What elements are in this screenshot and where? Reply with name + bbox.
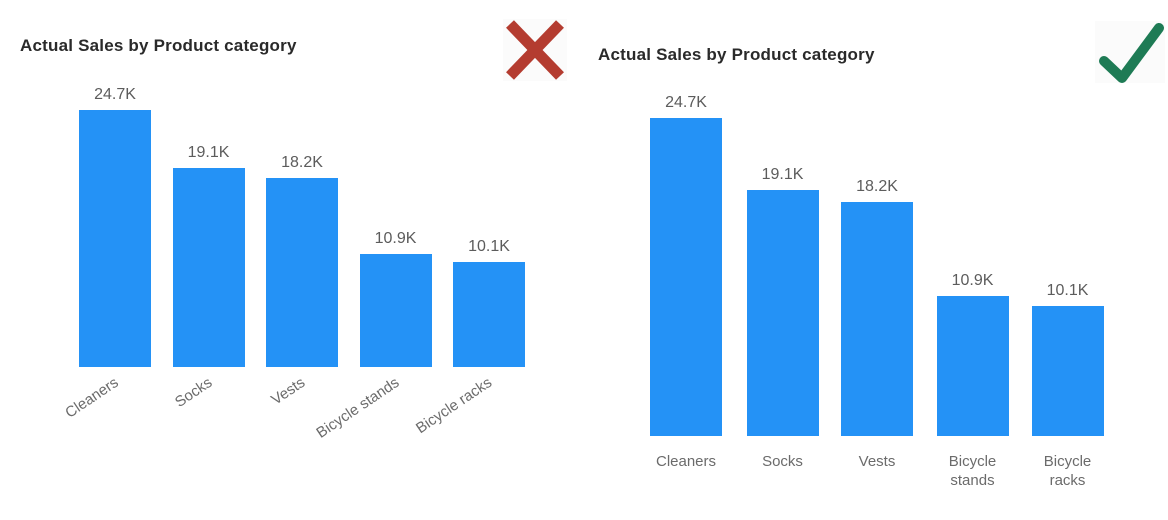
bar-socks (172, 168, 245, 367)
data-label-bicycle-racks: 10.1K (1046, 281, 1089, 299)
bar-bicycle-racks (453, 261, 525, 367)
data-label-vests: 18.2K (281, 153, 323, 171)
bad-example-chart: Actual Sales by Product category 24.7K Cl… (20, 20, 564, 442)
bar-vests (841, 201, 913, 436)
axis-label-bicycle-stands: Bicycle stands (313, 374, 403, 442)
axis-label-socks: Socks (762, 453, 803, 470)
axis-label-bicycle-racks: Bicycle racks (413, 374, 496, 438)
bar-socks (746, 190, 819, 436)
plot-area: 24.7K Cleaners 19.1K Socks 18.2K Vests 10.9K Bi… (62, 86, 525, 442)
data-label-bicycle-stands: 10.9K (951, 271, 994, 289)
data-label-bicycle-stands: 10.9K (374, 229, 417, 247)
bar-bicycle-racks (1031, 305, 1104, 436)
bar-bicycle-stands (359, 253, 432, 367)
data-label-cleaners: 24.7K (665, 94, 707, 111)
chart-title: Actual Sales by Product category (598, 45, 875, 64)
bar-vests (266, 177, 338, 367)
axis-label-cleaners: Cleaners (62, 374, 122, 422)
cross-icon (506, 20, 564, 80)
data-label-vests: 18.2K (856, 177, 898, 195)
axis-label-vests: Vests (858, 453, 896, 470)
axis-label-cleaners: Cleaners (655, 453, 717, 470)
check-icon (1099, 23, 1164, 83)
bar-cleaners (79, 110, 151, 367)
chart-title: Actual Sales by Product category (20, 36, 297, 55)
axis-label-vests: Vests (268, 374, 309, 409)
good-example-chart: Actual Sales by Product category 24.7K Cl… (584, 0, 1168, 520)
axis-label-bicycle-racks: Bicycle racks (1043, 453, 1092, 489)
bar-bicycle-stands (936, 295, 1009, 436)
axis-label-bicycle-stands: Bicycle stands (948, 453, 997, 489)
plot-area: 24.7K Cleaners 19.1K Socks 18.2K Vests 10.9K Bi… (584, 0, 1168, 520)
axis-label-socks: Socks (171, 374, 216, 411)
data-label-socks: 19.1K (187, 144, 230, 162)
bar-cleaners (650, 118, 722, 436)
data-label-bicycle-racks: 10.1K (468, 237, 510, 255)
data-label-socks: 19.1K (761, 166, 804, 184)
data-label-cleaners: 24.7K (94, 86, 136, 103)
